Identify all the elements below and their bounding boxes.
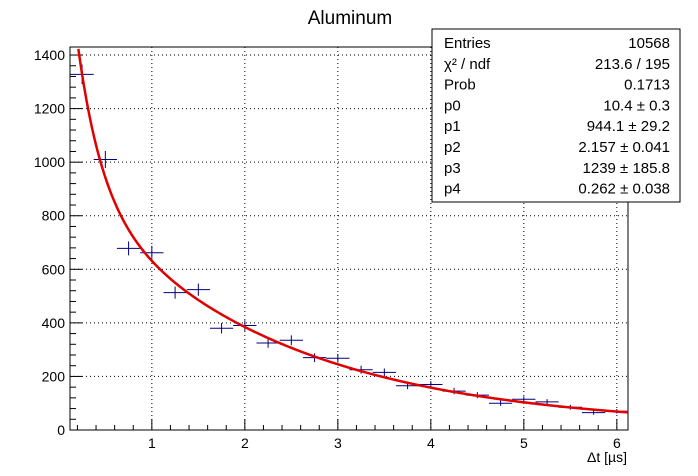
- stats-row-label: χ² / ndf: [444, 56, 491, 73]
- y-tick-label: 800: [42, 208, 66, 224]
- y-tick-labels: 0 200 400 600 800 1000 1200 1400: [34, 47, 65, 438]
- data-point: [116, 241, 141, 256]
- fit-curve: [77, 48, 629, 414]
- x-axis-label: Δt [µs]: [587, 449, 627, 465]
- stats-row-value: 944.1 ± 29.2: [587, 118, 670, 135]
- data-point: [163, 286, 187, 299]
- x-tick-label: 6: [613, 435, 621, 451]
- stats-row-value: 0.262 ± 0.038: [578, 181, 670, 198]
- data-point: [279, 335, 303, 346]
- stats-box: Entries 10568 χ² / ndf 213.6 / 195 Prob 0.171…: [431, 28, 681, 203]
- data-point: [488, 400, 513, 406]
- x-tick-label: 3: [334, 435, 342, 451]
- data-point: [209, 323, 234, 334]
- data-point: [581, 410, 606, 415]
- data-point: [186, 283, 210, 296]
- x-tick-labels: 1 2 3 4 5 6: [148, 435, 621, 451]
- stats-row-label: Prob: [444, 77, 476, 94]
- stats-row-value: 10568: [628, 35, 670, 52]
- data-point: [93, 150, 117, 169]
- stats-row-value: 213.6 / 195: [595, 56, 670, 73]
- stats-row-value: 10.4 ± 0.3: [603, 97, 670, 114]
- data-point: [372, 368, 396, 377]
- x-tick-label: 1: [148, 435, 156, 451]
- stats-row-label: p4: [444, 181, 461, 198]
- stats-row-label: p1: [444, 118, 461, 135]
- stats-row-value: 0.1713: [624, 77, 670, 94]
- stats-row-label: p0: [444, 97, 461, 114]
- data-point: [233, 320, 257, 331]
- y-tick-label: 1200: [34, 101, 65, 117]
- plot-frame: [69, 46, 629, 431]
- stats-row-value: 1239 ± 185.8: [583, 160, 670, 177]
- stats-row-label: p2: [444, 139, 461, 156]
- data-point: [256, 338, 280, 348]
- y-tick-label: 200: [42, 368, 66, 384]
- x-tick-label: 2: [241, 435, 249, 451]
- y-tick-label: 1400: [34, 47, 65, 63]
- y-tick-label: 0: [57, 422, 65, 438]
- chart-title: Aluminum: [308, 8, 392, 29]
- stats-row-label: Entries: [444, 35, 491, 52]
- x-tick-label: 4: [427, 435, 435, 451]
- stats-row-label: p3: [444, 160, 461, 177]
- stats-box-frame: [431, 28, 681, 203]
- y-tick-label: 600: [42, 261, 66, 277]
- x-tick-label: 5: [520, 435, 528, 451]
- y-tick-label: 400: [42, 315, 66, 331]
- y-tick-label: 1000: [34, 154, 65, 170]
- data-point: [326, 353, 350, 363]
- stats-row-value: 2.157 ± 0.041: [578, 139, 670, 156]
- data-point: [535, 399, 559, 405]
